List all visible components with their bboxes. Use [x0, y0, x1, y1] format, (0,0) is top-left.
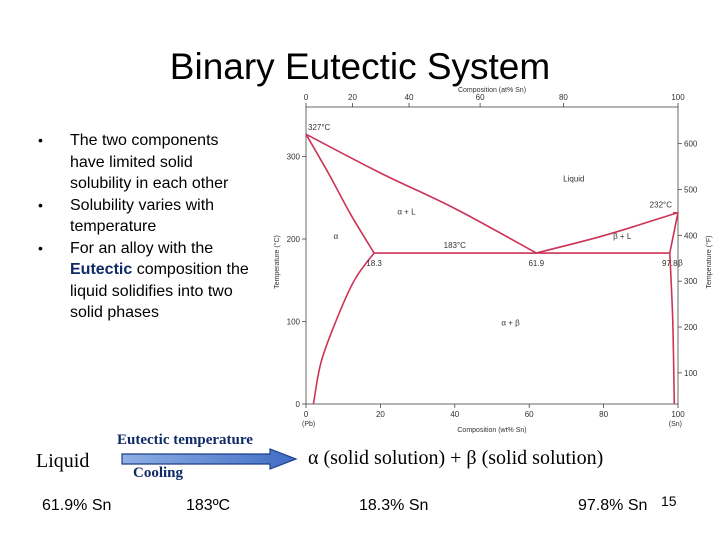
diagram-annotation: 327°C	[308, 123, 331, 132]
bullet-item: The two components have limited solid so…	[38, 130, 253, 195]
slide-title: Binary Eutectic System	[169, 46, 551, 87]
beta-solvus-curve	[669, 252, 676, 405]
eutectic-highlight: Eutectic	[70, 261, 133, 278]
right-tick-label: 100	[684, 369, 698, 378]
plot-frame	[305, 106, 679, 405]
diagram-annotation: 232°C	[650, 201, 673, 210]
bottom-end-label-sn: (Sn)	[669, 421, 682, 428]
left-tick-label: 100	[287, 318, 301, 327]
bullet-list: The two components have limited solid so…	[38, 130, 253, 324]
top-tick-label: 100	[671, 93, 685, 102]
liquid-label: Liquid	[36, 450, 90, 472]
alpha-composition: 18.3% Sn	[359, 497, 429, 514]
page-number: 15	[661, 493, 677, 509]
bottom-end-label-pb: (Pb)	[302, 421, 315, 428]
left-tick-label: 0	[296, 400, 301, 409]
diagram-annotation: α	[333, 232, 338, 241]
top-tick-label: 60	[476, 93, 485, 102]
left-tick-label: 200	[287, 235, 301, 244]
right-tick-label: 500	[684, 186, 698, 195]
diagram-annotation: 18.3	[366, 259, 382, 268]
bottom-tick-label: 0	[304, 410, 309, 419]
right-tick-label: 200	[684, 323, 698, 332]
bullet-item: For an alloy with the Eutectic compositi…	[38, 238, 253, 324]
liquid-composition: 61.9% Sn	[42, 497, 112, 514]
diagram-annotation: 97.8	[662, 259, 678, 268]
right-tick-label: 600	[684, 140, 698, 149]
right-axis-label: Temperature (°F)	[705, 236, 713, 289]
beta-composition: 97.8% Sn	[578, 497, 648, 514]
liquidus-left-curve	[305, 133, 537, 254]
diagram-annotation: α + β	[501, 319, 520, 328]
bottom-tick-label: 100	[671, 410, 685, 419]
reaction-arrow	[121, 448, 298, 470]
diagram-annotation: 61.9	[528, 259, 544, 268]
top-tick-label: 20	[348, 93, 357, 102]
products-label: α (solid solution) + β (solid solution)	[308, 447, 604, 469]
left-tick-label: 300	[287, 153, 301, 162]
diagram-annotation: α + L	[397, 207, 416, 216]
top-axis-label: Composition (at% Sn)	[458, 87, 526, 94]
right-tick-label: 300	[684, 277, 698, 286]
right-tick-label: 400	[684, 231, 698, 240]
top-tick-label: 0	[304, 93, 309, 102]
bullet-text: composition the liquid solidifies into t…	[70, 261, 249, 321]
alpha-solidus-curve	[305, 133, 375, 254]
eutectic-temperature-label: Eutectic temperature	[117, 432, 253, 448]
bullet-item: Solubility varies with temperature	[38, 195, 253, 238]
bottom-tick-label: 60	[525, 410, 534, 419]
bullet-text: For an alloy with the	[70, 239, 214, 257]
left-axis-label: Temperature (°C)	[273, 235, 281, 289]
beta-solidus-curve	[669, 212, 679, 254]
bottom-tick-label: 20	[376, 410, 385, 419]
top-tick-label: 80	[559, 93, 568, 102]
top-tick-label: 40	[405, 93, 414, 102]
bottom-axis-label: Composition (wt% Sn)	[457, 427, 526, 434]
bottom-tick-label: 40	[450, 410, 459, 419]
diagram-annotation: Liquid	[563, 174, 584, 183]
alpha-solvus-curve	[312, 252, 375, 405]
cooling-label: Cooling	[133, 465, 184, 481]
diagram-annotation: β + L	[613, 232, 632, 241]
diagram-annotation: β	[678, 258, 683, 267]
phase-diagram: 0 20 40 60 80 100 (Pb) (Sn) 0 20 40 60 80 100 0 100 200 3…	[273, 87, 713, 434]
bottom-tick-label: 80	[599, 410, 608, 419]
eutectic-temperature-value: 183ºC	[186, 497, 231, 514]
diagram-annotation: 183°C	[444, 241, 467, 250]
liquidus-right-curve	[536, 211, 679, 254]
